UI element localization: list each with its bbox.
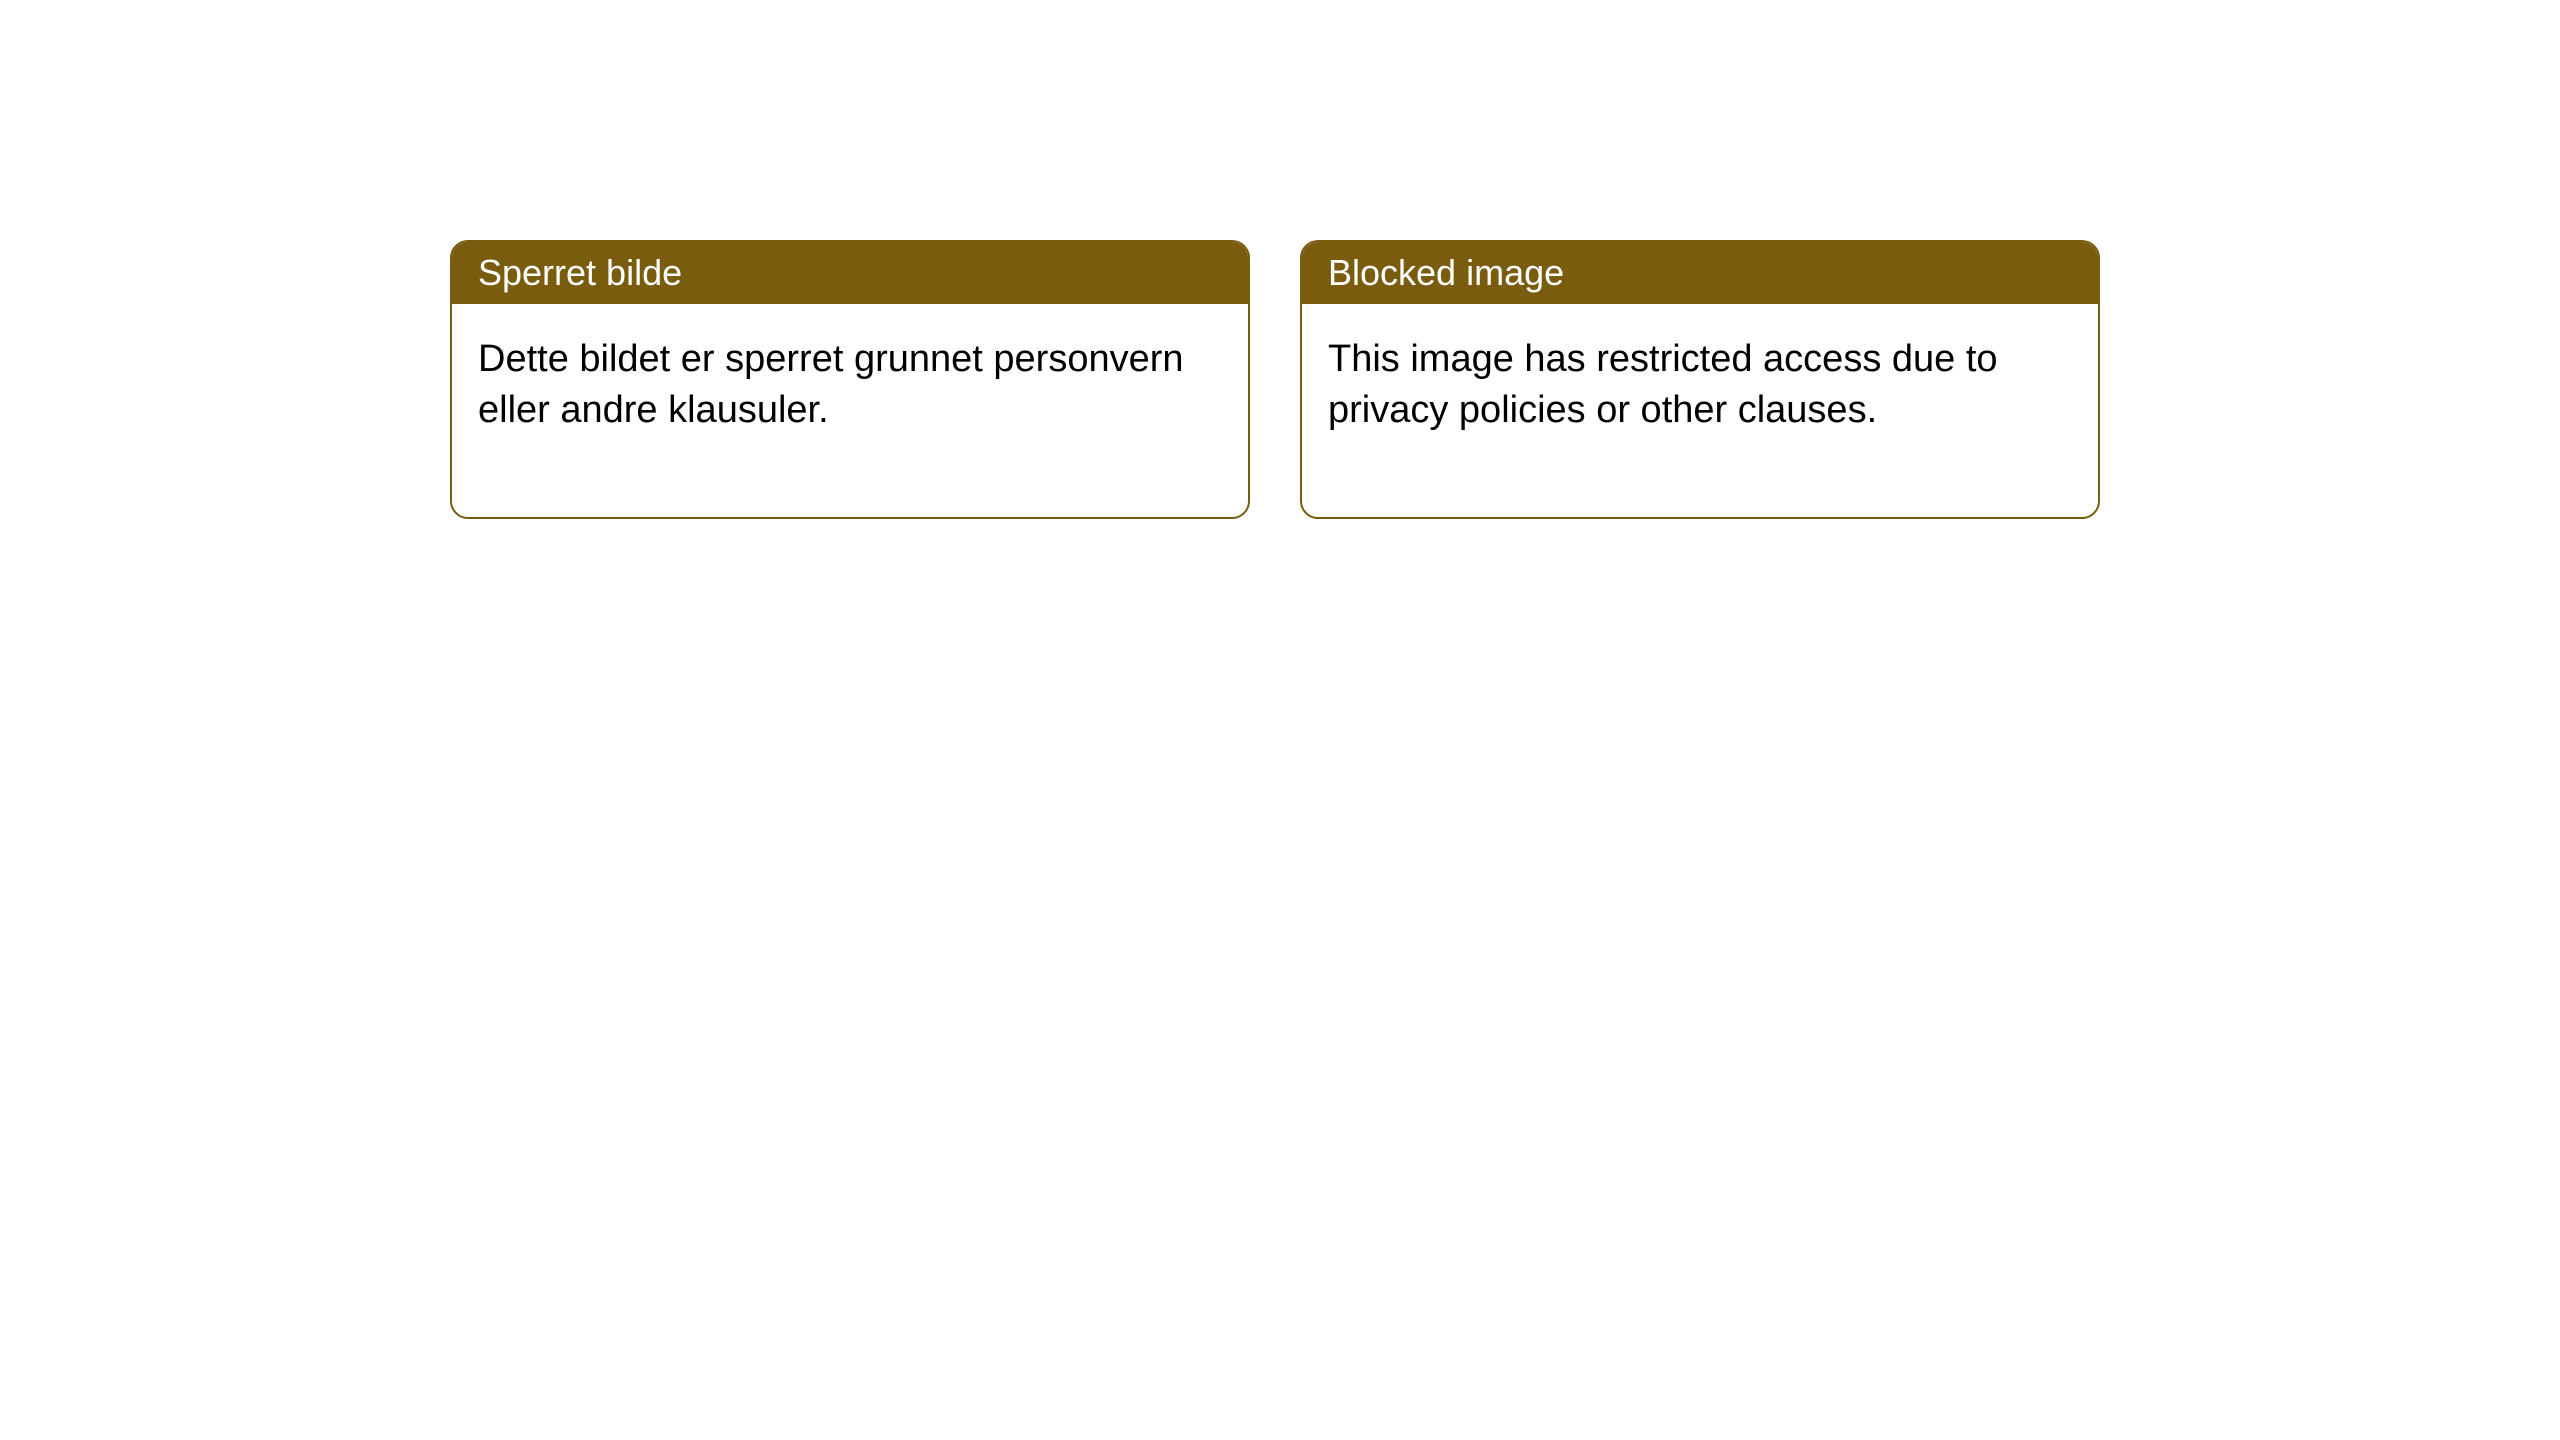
notice-card-norwegian: Sperret bilde Dette bildet er sperret gr… [450, 240, 1250, 519]
card-body-text: This image has restricted access due to … [1328, 338, 1998, 431]
card-body: This image has restricted access due to … [1302, 304, 2098, 517]
card-header: Sperret bilde [452, 242, 1248, 304]
notice-cards-container: Sperret bilde Dette bildet er sperret gr… [450, 240, 2100, 519]
notice-card-english: Blocked image This image has restricted … [1300, 240, 2100, 519]
card-header: Blocked image [1302, 242, 2098, 304]
card-title: Blocked image [1328, 252, 1564, 293]
card-title: Sperret bilde [478, 252, 682, 293]
card-body-text: Dette bildet er sperret grunnet personve… [478, 338, 1184, 431]
card-body: Dette bildet er sperret grunnet personve… [452, 304, 1248, 517]
